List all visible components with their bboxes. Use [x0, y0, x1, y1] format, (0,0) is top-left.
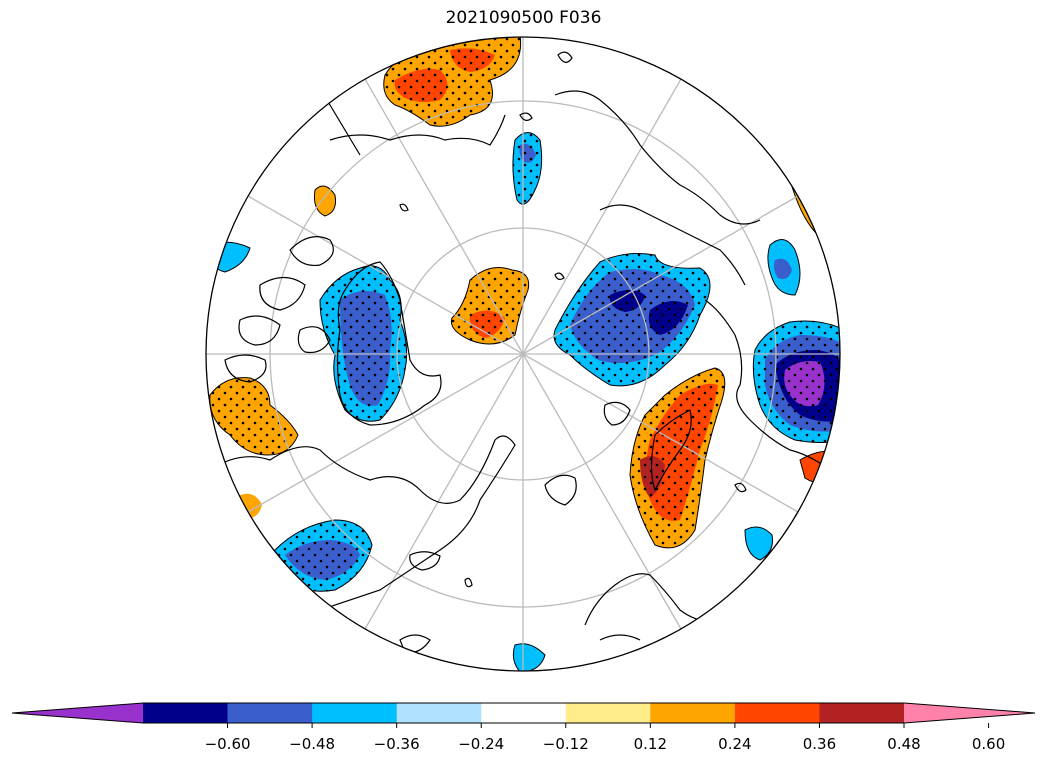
colorbar-segment	[227, 703, 313, 723]
colorbar-tick-label: −0.48	[289, 735, 335, 753]
colorbar-tick-label: −0.12	[543, 735, 589, 753]
colorbar-extend-min	[12, 703, 143, 723]
colorbar-extend-max	[904, 703, 1035, 723]
anomaly-region	[744, 526, 773, 561]
colorbar-segment	[734, 703, 820, 723]
colorbar-segment	[312, 703, 398, 723]
colorbar-tick-label: −0.60	[205, 735, 251, 753]
map-title: 2021090500 F036	[445, 8, 602, 28]
colorbar-segments	[11, 702, 1036, 724]
colorbar-tick-label: −0.36	[374, 735, 420, 753]
graticule	[206, 37, 840, 671]
map-border	[205, 36, 841, 672]
colorbar-tick-label: 0.48	[887, 735, 920, 753]
colorbar-segment	[481, 703, 567, 723]
colorbar-tick-label: 0.24	[718, 735, 751, 753]
anomaly-region	[774, 258, 792, 279]
colorbar-tick-label: −0.24	[458, 735, 504, 753]
polar-map	[205, 36, 841, 672]
colorbar-tick-label: 0.12	[634, 735, 667, 753]
colorbar-segment	[565, 703, 651, 723]
colorbar-tick-label: 0.60	[972, 735, 1005, 753]
colorbar-segment	[143, 703, 229, 723]
colorbar-segment	[650, 703, 736, 723]
colorbar-tick-label: 0.36	[803, 735, 836, 753]
anomaly-region	[314, 185, 336, 217]
colorbar-segment	[396, 703, 482, 723]
coastlines	[209, 51, 831, 654]
colorbar-segment	[819, 703, 905, 723]
colorbar-ticks: −0.60 −0.48 −0.36 −0.24 −0.12 0.12 0.24 0.36 0.4…	[205, 723, 1005, 753]
anomaly-region	[512, 643, 546, 671]
colorbar-outline	[11, 702, 1036, 724]
